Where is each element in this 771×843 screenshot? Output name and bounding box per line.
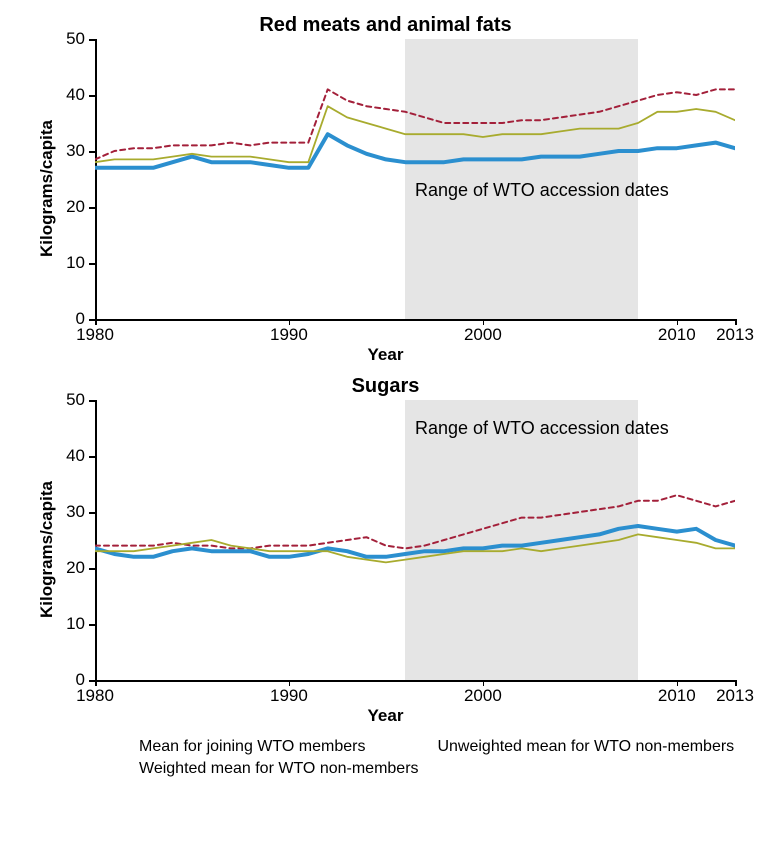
- legend-item-unweighted: Unweighted mean for WTO non-members: [393, 738, 734, 756]
- x-axis-label: Year: [20, 706, 751, 726]
- legend-item-weighted: Weighted mean for WTO non-members: [95, 760, 419, 778]
- chart-sugars: Sugars 0102030405019801990200020102013Ki…: [20, 375, 751, 726]
- x-tick-label: 2013: [716, 325, 754, 345]
- series-joining: [95, 495, 735, 548]
- x-tick-label: 2010: [658, 686, 696, 706]
- x-tick-label: 2000: [464, 686, 502, 706]
- annotation-wto-range: Range of WTO accession dates: [415, 180, 669, 201]
- x-tick-label: 1980: [76, 686, 114, 706]
- y-tick-label: 40: [45, 85, 85, 105]
- x-tick-label: 2013: [716, 686, 754, 706]
- y-axis-label: Kilograms/capita: [37, 120, 57, 257]
- annotation-wto-range: Range of WTO accession dates: [415, 418, 669, 439]
- x-axis-label: Year: [20, 345, 751, 365]
- legend-label: Weighted mean for WTO non-members: [139, 760, 419, 778]
- y-tick-label: 50: [45, 29, 85, 49]
- series-layer: [95, 400, 735, 680]
- y-tick-label: 50: [45, 390, 85, 410]
- legend-label: Unweighted mean for WTO non-members: [437, 738, 734, 756]
- chart-title: Sugars: [20, 375, 751, 398]
- plot-area: 0102030405019801990200020102013Kilograms…: [95, 400, 735, 680]
- chart-red-meats: Red meats and animal fats 01020304050198…: [20, 14, 751, 365]
- legend: Mean for joining WTO members Unweighted …: [95, 738, 751, 778]
- x-tick-label: 1980: [76, 325, 114, 345]
- legend-item-joining: Mean for joining WTO members: [95, 738, 365, 756]
- y-tick-label: 40: [45, 446, 85, 466]
- x-tick-label: 2010: [658, 325, 696, 345]
- plot-area: 0102030405019801990200020102013Kilograms…: [95, 39, 735, 319]
- x-tick-label: 1990: [270, 686, 308, 706]
- page: Red meats and animal fats 01020304050198…: [0, 0, 771, 843]
- series-unweighted: [95, 526, 735, 557]
- x-tick-label: 2000: [464, 325, 502, 345]
- legend-label: Mean for joining WTO members: [139, 738, 365, 756]
- chart-title: Red meats and animal fats: [20, 14, 751, 37]
- x-tick-label: 1990: [270, 325, 308, 345]
- series-layer: [95, 39, 735, 319]
- y-axis-label: Kilograms/capita: [37, 481, 57, 618]
- series-unweighted: [95, 134, 735, 168]
